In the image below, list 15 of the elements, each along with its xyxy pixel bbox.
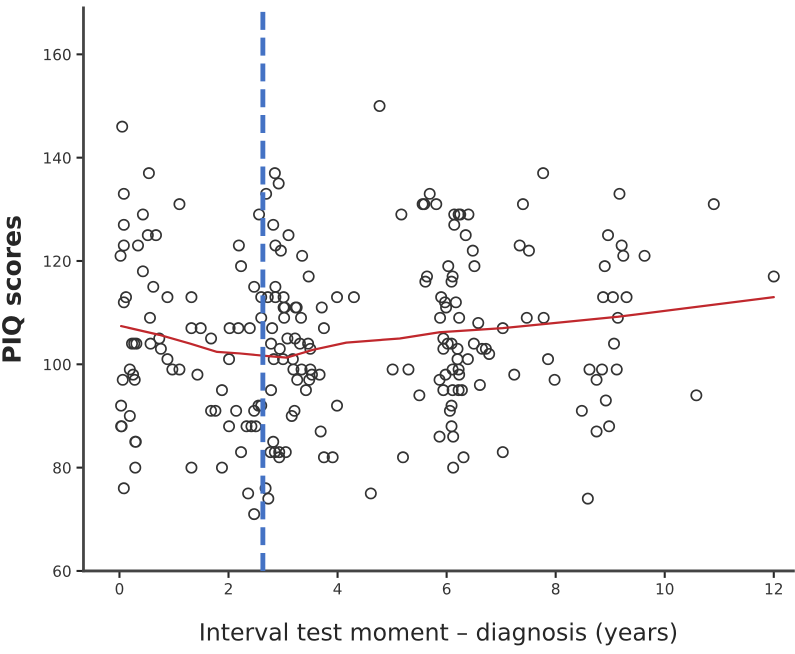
x-tick-label: 2 (224, 583, 232, 594)
y-tick-label: 80 (53, 462, 71, 474)
x-tick-label: 4 (333, 583, 342, 594)
x-tick-label: 0 (116, 583, 124, 595)
y-axis-title: PIQ scores (2, 216, 24, 362)
y-tick-label: 100 (44, 358, 71, 370)
x-tick-label: 8 (552, 583, 560, 595)
x-tick-label: 10 (656, 583, 674, 595)
y-tick-label: 60 (53, 565, 71, 577)
x-tick-label: 6 (442, 583, 451, 595)
x-axis-title: Interval test moment – diagnosis (years) (201, 622, 676, 646)
y-tick-label: 160 (44, 48, 71, 60)
x-tick-label: 12 (766, 583, 782, 594)
y-tick-label: 140 (44, 152, 71, 164)
y-tick-label: 120 (44, 255, 71, 268)
